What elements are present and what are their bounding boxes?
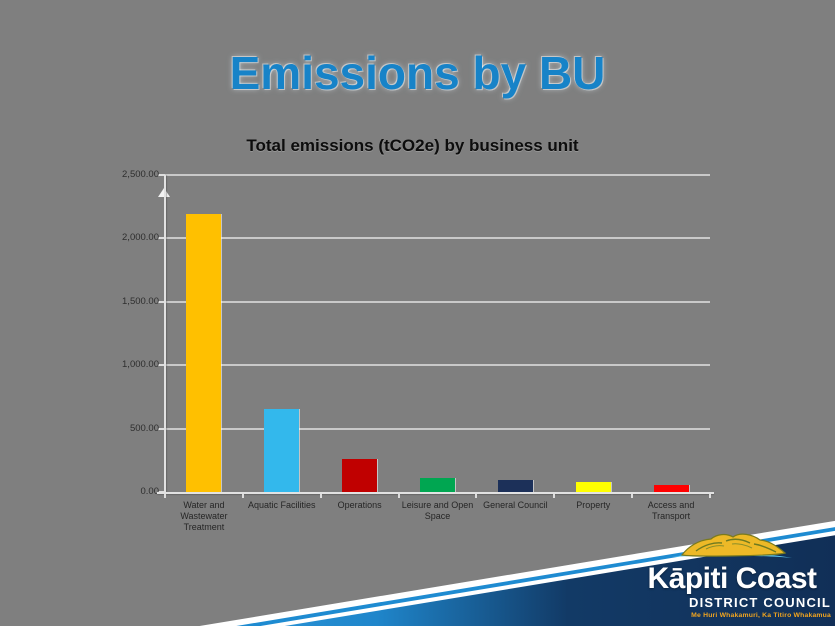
x-axis-tick — [241, 494, 244, 498]
y-axis-label: 2,500.00 — [122, 169, 159, 180]
y-axis-label: 1,000.00 — [122, 359, 159, 371]
x-axis-line — [157, 492, 714, 494]
x-axis-label: Access and Transport — [647, 500, 695, 521]
chart-title: Total emissions (tCO2e) by business unit — [246, 136, 579, 155]
logo-subtitle: DISTRICT COUNCIL — [689, 595, 831, 610]
y-axis-label: 500.00 — [129, 422, 159, 434]
bar-aquatic-facilities — [264, 408, 300, 492]
council-logo: Kāpiti Coast DISTRICT COUNCIL Me Huri Wh… — [633, 531, 831, 619]
x-axis-tick — [319, 494, 322, 498]
x-axis-label: General Council — [483, 500, 548, 510]
y-axis-tick — [158, 300, 165, 303]
x-axis-tick — [397, 494, 400, 498]
y-gridline — [165, 300, 710, 303]
y-axis-label: 2,000.00 — [122, 232, 159, 244]
bar-water-and-wastewater-treatment — [186, 214, 222, 492]
x-axis-tick — [709, 494, 711, 498]
bar-general-council — [497, 479, 533, 492]
y-axis-tick — [158, 364, 165, 367]
x-axis-label: Leisure and Open Space — [401, 500, 474, 521]
x-axis-label: Operations — [337, 500, 382, 510]
bar-property — [575, 481, 611, 492]
y-axis-line — [164, 175, 166, 492]
x-axis-tick — [164, 494, 166, 498]
bar-leisure-and-open-space — [420, 478, 455, 492]
y-gridline — [165, 364, 710, 367]
y-gridline — [165, 237, 710, 240]
bar-access-and-transport — [653, 485, 689, 492]
kapiti-island-icon — [672, 533, 792, 558]
logo-name: Kāpiti Coast — [647, 562, 817, 595]
y-axis-tick — [158, 237, 165, 240]
bar-operations — [342, 459, 378, 492]
slide-title: Emissions by BU — [229, 47, 606, 99]
y-axis-tick — [158, 174, 165, 176]
x-axis-label: Aquatic Facilities — [248, 500, 316, 510]
y-gridline — [165, 174, 710, 176]
y-axis-label: 0.00 — [140, 486, 160, 497]
x-axis-label: Water and Wastewater Treatment — [180, 500, 228, 532]
bar-chart: 0.00 500.00 1,000.00 1,500.00 2,000.00 2,500.… — [105, 166, 720, 541]
logo-tagline: Me Huri Whakamuri, Ka Titiro Whakamua — [691, 612, 831, 619]
x-axis-tick — [475, 494, 478, 498]
y-gridline — [165, 427, 710, 430]
x-axis-tick — [631, 494, 634, 498]
y-axis-label: 1,500.00 — [122, 295, 159, 307]
x-axis-tick — [553, 494, 556, 498]
y-axis-tick — [158, 427, 165, 430]
x-axis-label: Property — [576, 500, 611, 510]
